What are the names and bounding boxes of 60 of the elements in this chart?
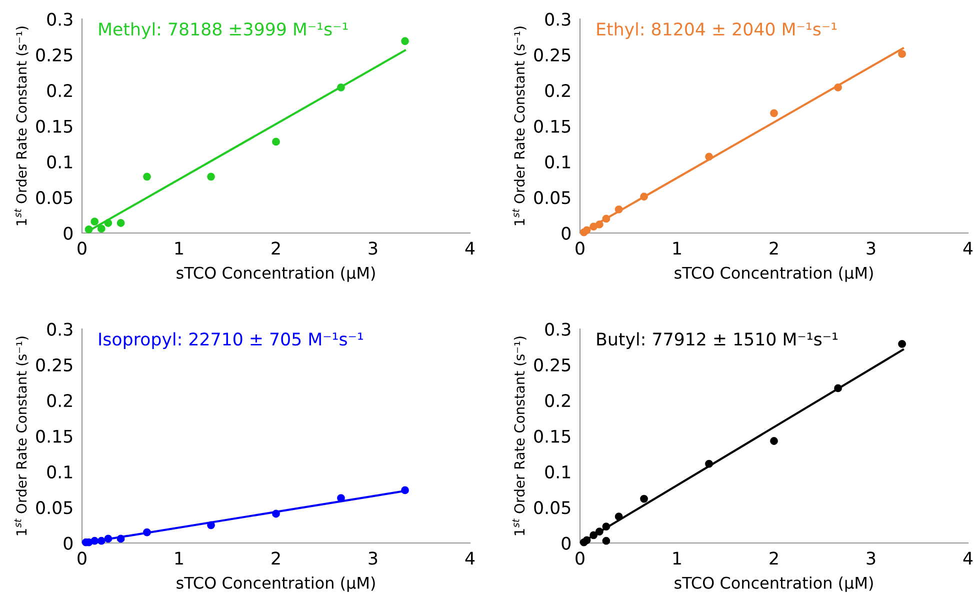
- y-tick-label: 0: [562, 226, 571, 240]
- x-tick-label: 4: [465, 552, 475, 565]
- annotation: Butyl: 77912 ± 1510 M⁻¹s⁻¹: [597, 332, 838, 350]
- x-tick-label: 3: [368, 242, 378, 255]
- x-tick-label: 3: [866, 242, 876, 255]
- y-tick-label: 0.15: [36, 120, 72, 133]
- x-tick-label: 2: [770, 242, 778, 255]
- y-axis-title: 1$^{st}$ Order Rate Constant (s⁻¹): [14, 336, 28, 536]
- x-tick-label: 0: [78, 552, 86, 565]
- y-tick-label: 0.2: [47, 84, 72, 98]
- x-axis-title: sTCO Concentration (μM): [176, 266, 375, 282]
- y-tick-label: 0.05: [534, 501, 570, 514]
- x-tick-label: 0: [576, 552, 584, 565]
- y-tick-label: 0.25: [534, 358, 570, 372]
- y-tick-label: 0.1: [47, 155, 72, 169]
- x-tick-label: 2: [272, 242, 280, 255]
- x-tick-label: 1: [673, 242, 681, 255]
- x-tick-label: 0: [78, 242, 86, 255]
- y-tick-label: 0.25: [534, 48, 570, 62]
- y-tick-label: 0.05: [36, 191, 72, 204]
- x-tick-label: 0: [576, 242, 584, 255]
- y-axis-title: 1$^{st}$ Order Rate Constant (s⁻¹): [512, 336, 526, 536]
- y-tick-label: 0.05: [36, 501, 72, 514]
- x-tick-label: 3: [368, 552, 378, 565]
- x-tick-label: 2: [272, 552, 280, 565]
- y-tick-label: 0.3: [545, 12, 570, 26]
- y-tick-label: 0.3: [47, 322, 72, 336]
- x-tick-label: 3: [866, 552, 876, 565]
- x-tick-label: 4: [465, 242, 475, 255]
- y-tick-label: 0.3: [545, 322, 570, 336]
- x-axis-title: sTCO Concentration (μM): [176, 576, 375, 592]
- y-tick-label: 0.25: [36, 358, 72, 372]
- y-tick-label: 0: [64, 536, 73, 550]
- y-tick-label: 0.15: [534, 120, 570, 133]
- y-tick-label: 0.1: [47, 465, 72, 479]
- annotation: Ethyl: 81204 ± 2040 M⁻¹s⁻¹: [597, 22, 837, 40]
- y-axis-title: 1$^{st}$ Order Rate Constant (s⁻¹): [512, 26, 526, 226]
- y-axis-title: 1$^{st}$ Order Rate Constant (s⁻¹): [14, 26, 28, 226]
- y-tick-label: 0.2: [545, 84, 570, 98]
- x-tick-label: 1: [673, 552, 681, 565]
- y-tick-label: 0.15: [36, 430, 72, 443]
- annotation: Methyl: 78188 ±3999 M⁻¹s⁻¹: [99, 22, 348, 40]
- x-tick-label: 4: [963, 242, 973, 255]
- y-tick-label: 0.2: [545, 394, 570, 408]
- x-tick-label: 1: [175, 242, 183, 255]
- y-tick-label: 0.15: [534, 430, 570, 443]
- y-tick-label: 0.2: [47, 394, 72, 408]
- x-tick-label: 2: [770, 552, 778, 565]
- y-tick-label: 0.05: [534, 191, 570, 204]
- y-tick-label: 0.25: [36, 48, 72, 62]
- x-axis-title: sTCO Concentration (μM): [674, 576, 873, 592]
- y-tick-label: 0.1: [545, 465, 570, 479]
- y-tick-label: 0: [64, 226, 73, 240]
- y-tick-label: 0.1: [545, 155, 570, 169]
- x-axis-title: sTCO Concentration (μM): [674, 266, 873, 282]
- y-tick-label: 0.3: [47, 12, 72, 26]
- x-tick-label: 4: [963, 552, 973, 565]
- annotation: Isopropyl: 22710 ± 705 M⁻¹s⁻¹: [99, 332, 363, 350]
- y-tick-label: 0: [562, 536, 571, 550]
- x-tick-label: 1: [175, 552, 183, 565]
